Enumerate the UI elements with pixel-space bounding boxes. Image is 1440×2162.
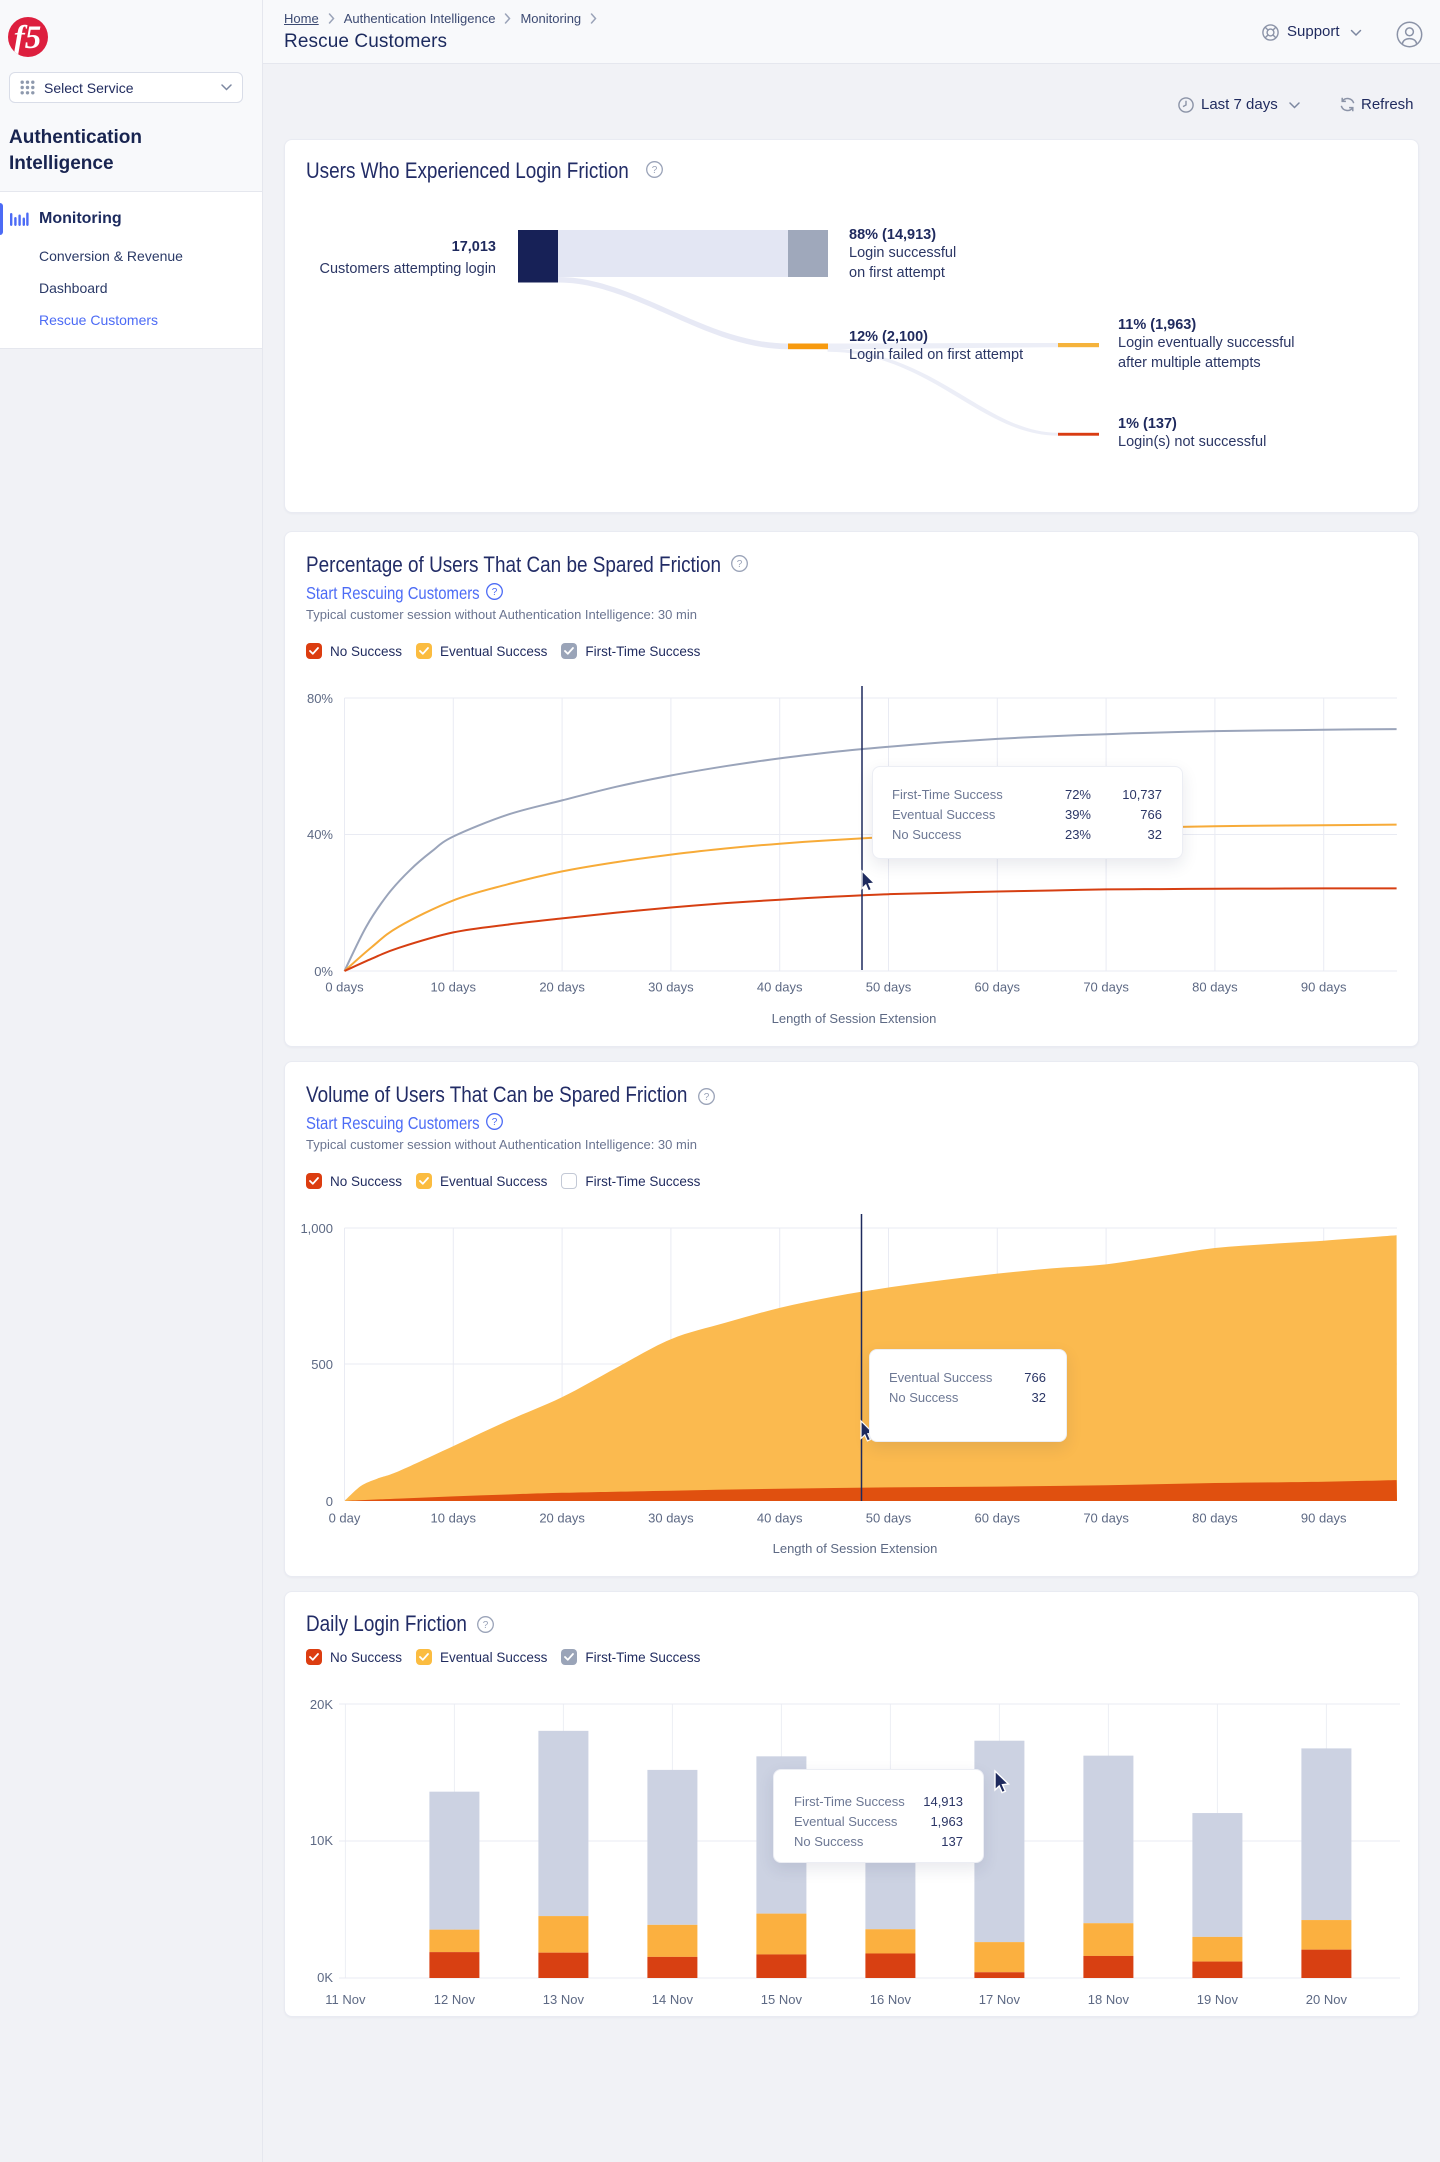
svg-text:f5: f5 <box>14 20 42 56</box>
svg-text:?: ? <box>492 587 498 598</box>
svg-text:?: ? <box>737 559 743 570</box>
svg-text:0 day: 0 day <box>329 1511 361 1526</box>
svg-text:11 Nov: 11 Nov <box>325 1992 366 2007</box>
svg-text:30 days: 30 days <box>648 1511 694 1526</box>
svg-text:40 days: 40 days <box>757 980 803 995</box>
svg-text:?: ? <box>704 1092 710 1103</box>
svg-text:20 days: 20 days <box>539 980 585 995</box>
svg-text:14 Nov: 14 Nov <box>652 1992 694 2007</box>
svg-text:80 days: 80 days <box>1192 980 1238 995</box>
svg-text:16 Nov: 16 Nov <box>870 1992 912 2007</box>
svg-text:80 days: 80 days <box>1192 1511 1238 1526</box>
svg-text:60 days: 60 days <box>975 980 1021 995</box>
svg-text:18 Nov: 18 Nov <box>1088 1992 1130 2007</box>
svg-text:30 days: 30 days <box>648 980 694 995</box>
svg-text:10 days: 10 days <box>431 1511 477 1526</box>
svg-text:70 days: 70 days <box>1083 980 1129 995</box>
svg-text:?: ? <box>652 165 658 176</box>
svg-text:50 days: 50 days <box>866 980 912 995</box>
svg-text:?: ? <box>483 1620 489 1631</box>
svg-text:0 days: 0 days <box>325 980 364 995</box>
svg-text:13 Nov: 13 Nov <box>543 1992 585 2007</box>
svg-text:17 Nov: 17 Nov <box>979 1992 1021 2007</box>
svg-text:60 days: 60 days <box>975 1511 1021 1526</box>
svg-text:19 Nov: 19 Nov <box>1197 1992 1239 2007</box>
svg-text:90 days: 90 days <box>1301 980 1347 995</box>
svg-text:50 days: 50 days <box>866 1511 912 1526</box>
svg-text:20 Nov: 20 Nov <box>1306 1992 1348 2007</box>
svg-text:10 days: 10 days <box>431 980 477 995</box>
svg-text:20 days: 20 days <box>539 1511 585 1526</box>
svg-text:40 days: 40 days <box>757 1511 803 1526</box>
svg-text:70 days: 70 days <box>1083 1511 1129 1526</box>
svg-text:90 days: 90 days <box>1301 1511 1347 1526</box>
svg-text:15 Nov: 15 Nov <box>761 1992 803 2007</box>
svg-text:12 Nov: 12 Nov <box>434 1992 476 2007</box>
svg-text:?: ? <box>492 1117 498 1128</box>
